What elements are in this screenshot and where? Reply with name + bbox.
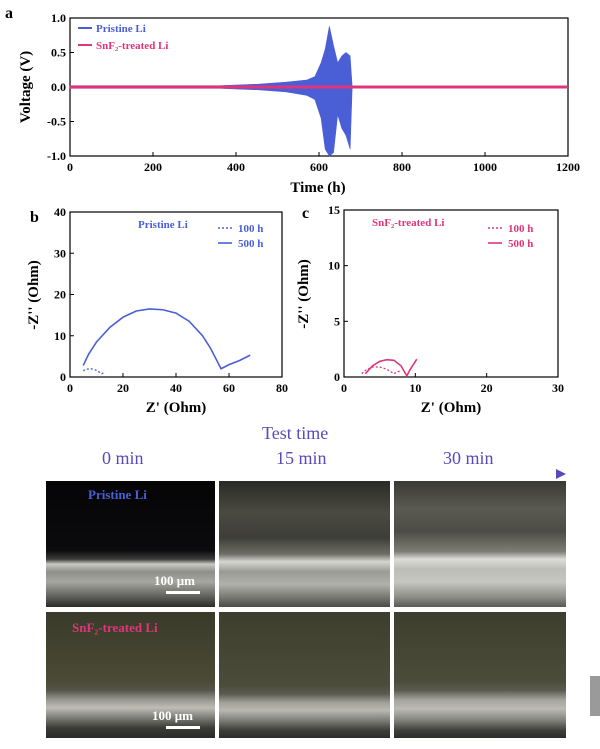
micrograph-pristine-0min: Pristine Li 100 μm [46, 481, 215, 607]
x-tick-label-c-1: 10 [409, 381, 421, 395]
y-axis-title-b: -Z'' (Ohm) [26, 260, 42, 330]
legend-label-pristine: Pristine Li [96, 23, 146, 35]
x-tick-label-a-0: 0 [67, 160, 73, 174]
time-arrow [44, 469, 566, 479]
row-label-treated: SnF₂-treated Li [72, 620, 158, 635]
y-axis-title-c: -Z'' (Ohm) [296, 259, 312, 329]
row-label-pristine: Pristine Li [88, 487, 147, 502]
y-tick-label-a-3: -0.5 [47, 115, 66, 129]
x-axis-title-c: Z' (Ohm) [421, 400, 481, 416]
y-tick-label-c-1: 10 [328, 259, 340, 273]
x-tick-label-a-5: 1000 [473, 160, 497, 174]
micrograph-treated-0min: SnF₂-treated Li 100 μm [46, 612, 215, 738]
x-tick-label-c-0: 0 [341, 381, 347, 395]
series-c-100h [361, 366, 402, 375]
series-pristine-li-voltage [69, 26, 353, 157]
y-tick-label-b-1: 30 [54, 246, 66, 260]
x-tick-label-b-1: 20 [117, 381, 129, 395]
micrograph-pristine-30min [394, 481, 566, 607]
x-tick-label-b-3: 60 [223, 381, 235, 395]
y-tick-label-c-0: 15 [328, 203, 340, 217]
x-tick-label-a-1: 200 [144, 160, 162, 174]
plot-area-c [343, 209, 559, 378]
charts-svg: a 0 200 400 600 800 1000 12001.00.50.0-0.5-1.0… [5, 5, 580, 416]
x-tick-label-a-3: 600 [310, 160, 328, 174]
scale-label-bottom: 100 μm [152, 708, 193, 723]
x-axis-title-b: Z' (Ohm) [146, 400, 206, 416]
legend-label-c-500h: 500 h [508, 238, 533, 250]
legend-label-c-100h: 100 h [508, 223, 533, 235]
panel-label-b: b [30, 209, 39, 226]
series-b-100h [82, 368, 105, 375]
x-tick-label-a-4: 800 [393, 160, 411, 174]
x-tick-label-b-4: 80 [276, 381, 288, 395]
plot-area-b [69, 211, 283, 378]
scale-bar-bottom [166, 726, 200, 729]
y-tick-label-b-2: 20 [54, 288, 66, 302]
x-tick-label-a-6: 1200 [556, 160, 580, 174]
y-tick-label-a-1: 0.5 [51, 46, 66, 60]
legend-label-b-500h: 500 h [238, 238, 263, 250]
series-c-500h [364, 358, 418, 378]
ticks-c: 0 10 20 30 15 10 5 0 [328, 203, 564, 395]
x-tick-label-b-0: 0 [67, 381, 73, 395]
y-tick-label-b-3: 10 [54, 329, 66, 343]
y-tick-label-a-0: 1.0 [51, 11, 66, 25]
series-b-500h [82, 308, 251, 370]
x-axis-title-a: Time (h) [290, 180, 345, 196]
x-tick-label-b-2: 40 [170, 381, 182, 395]
inline-title-b: Pristine Li [138, 219, 188, 231]
micrograph-treated-15min [219, 612, 390, 738]
y-tick-label-b-0: 40 [54, 205, 66, 219]
scale-label-top: 100 μm [154, 573, 195, 588]
panel-label-a: a [5, 5, 13, 22]
y-tick-label-c-2: 5 [334, 314, 340, 328]
y-tick-label-b-4: 0 [60, 370, 66, 384]
micrograph-pristine-15min [219, 481, 390, 607]
legend-label-treated: SnF₂-treated Li [96, 40, 168, 52]
time-label-30min: 30 min [443, 448, 494, 468]
test-time-label: Test time [262, 423, 329, 443]
side-mark [590, 676, 600, 716]
ticks-a: 0 200 400 600 800 1000 1200 1.0 0.5 0.0 -0.5 -1.0 [47, 11, 580, 174]
time-label-0min: 0 min [102, 448, 144, 468]
y-tick-label-a-4: -1.0 [47, 149, 66, 163]
y-axis-title-a: Voltage (V) [18, 51, 34, 123]
inline-title-c: SnF₂-treated Li [372, 217, 444, 229]
scale-bar-top [166, 591, 200, 594]
micrograph-treated-30min [394, 612, 566, 738]
time-label-15min: 15 min [276, 448, 327, 468]
x-tick-label-a-2: 400 [227, 160, 245, 174]
y-tick-label-c-3: 0 [334, 370, 340, 384]
ticks-b: 0 20 40 60 80 40 30 20 10 0 [54, 205, 288, 395]
panel-label-c: c [302, 205, 309, 222]
y-tick-label-a-2: 0.0 [51, 80, 66, 94]
x-tick-label-c-2: 20 [481, 381, 493, 395]
legend-label-b-100h: 100 h [238, 223, 263, 235]
x-tick-label-c-3: 30 [552, 381, 564, 395]
